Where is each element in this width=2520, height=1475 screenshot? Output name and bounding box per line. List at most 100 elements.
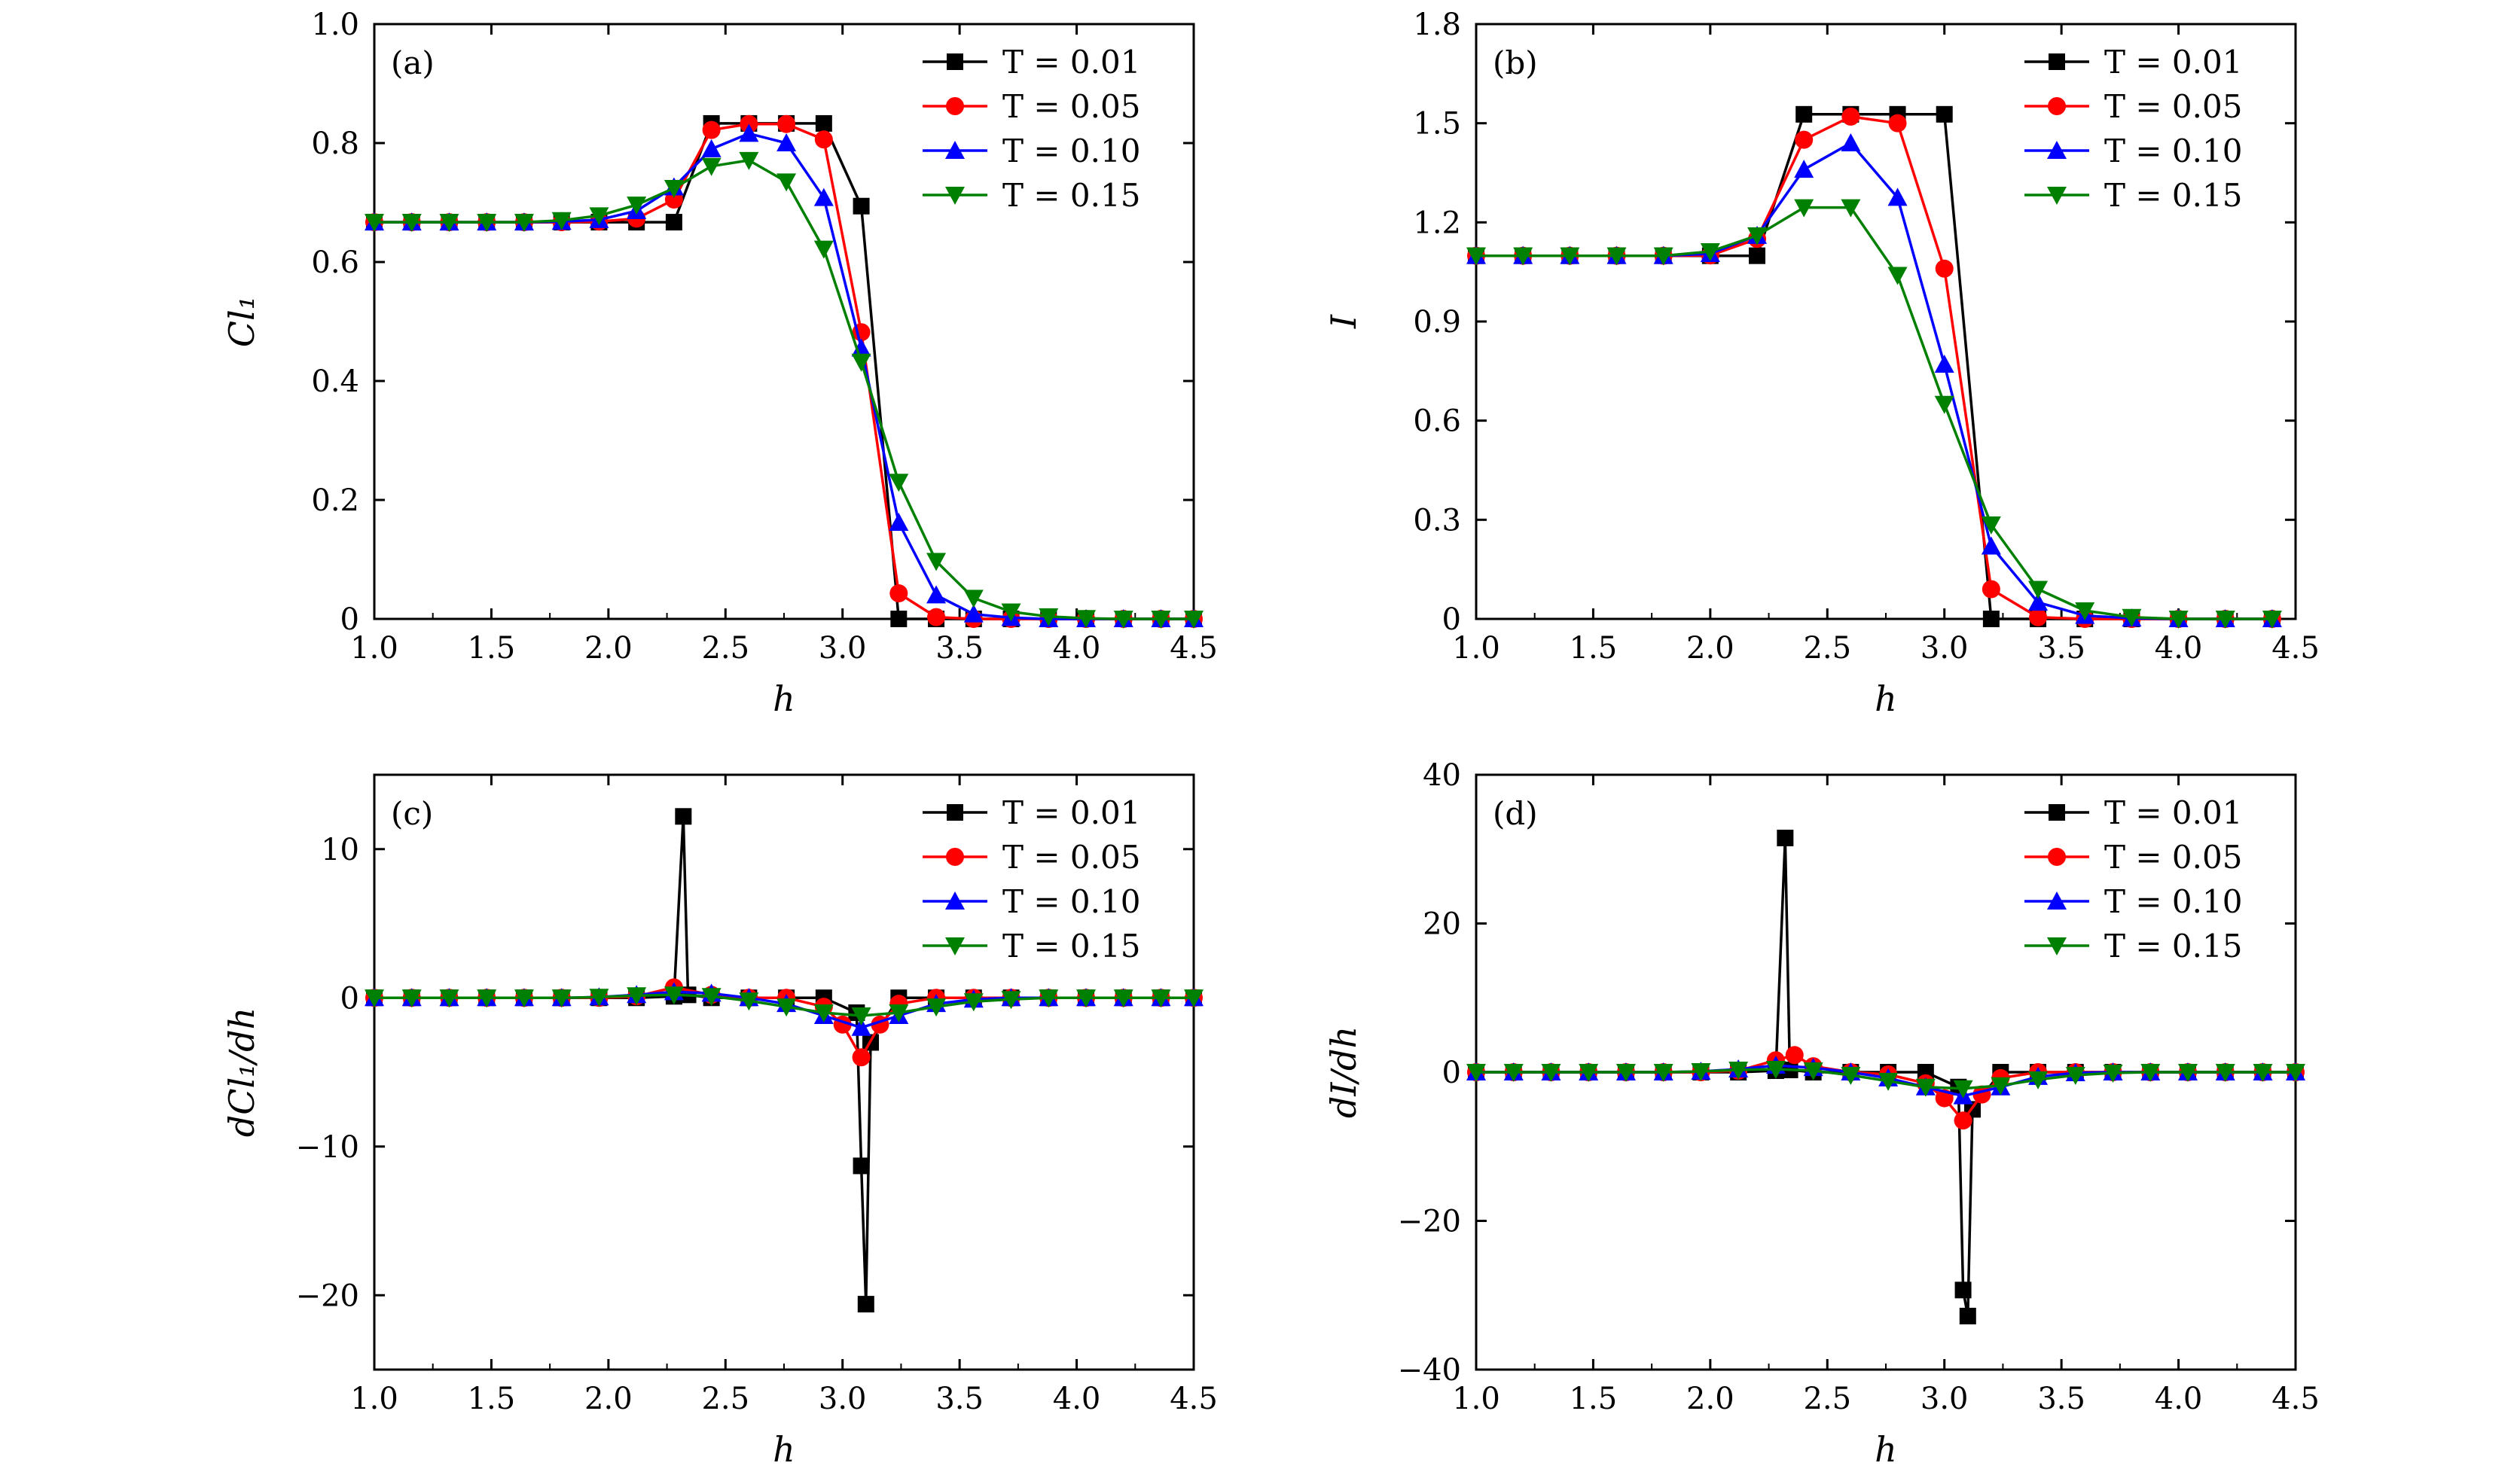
data-point <box>2286 1064 2305 1082</box>
data-point <box>1001 603 1021 622</box>
data-point <box>926 998 947 1017</box>
data-point <box>813 1004 834 1022</box>
panel-label: (a) <box>391 44 435 81</box>
data-point <box>701 988 722 1007</box>
x-tick-label: 2.5 <box>701 631 749 666</box>
panel-d: 1.0 1.5 2.0 2.5 3.0 3.5 4.0 4.5 −40 −20 0 20 40 h dI/d… <box>1323 758 2320 1470</box>
data-point <box>1113 611 1133 629</box>
y-tick-label: −10 <box>296 1130 359 1165</box>
series-4 <box>1466 199 2282 629</box>
x-tick-label: 1.0 <box>350 1382 398 1416</box>
data-point <box>477 989 497 1008</box>
x-tick-label: 1.0 <box>350 631 398 666</box>
x-tick-label: 3.5 <box>935 631 984 666</box>
data-point <box>675 808 692 825</box>
panel-a: 1.0 1.5 2.0 2.5 3.0 3.5 4.0 4.5 0 0.2 0.4 0.6 0.8 1.0… <box>221 8 1218 719</box>
data-point <box>853 197 870 215</box>
series-2 <box>1467 1046 2305 1130</box>
data-point <box>963 993 984 1012</box>
y-tick-label: 10 <box>321 833 359 867</box>
data-point <box>926 553 947 571</box>
data-point <box>1803 1062 1823 1081</box>
x-tick-label: 1.0 <box>1452 631 1500 666</box>
data-point <box>401 989 422 1008</box>
data-point <box>2215 1064 2235 1082</box>
x-tick-label: 2.0 <box>1686 1382 1734 1416</box>
panel-b: 1.0 1.5 2.0 2.5 3.0 3.5 4.0 4.5 0 0.3 0.6 0.9 1.2 1.5… <box>1323 8 2320 719</box>
data-point <box>1503 1064 1524 1082</box>
data-point <box>739 151 759 170</box>
data-point <box>2029 608 2048 626</box>
legend-marker <box>945 937 965 955</box>
panel-label: (b) <box>1493 44 1538 81</box>
y-tick-label: 1.8 <box>1413 8 1461 42</box>
data-point <box>1887 267 1908 285</box>
data-point <box>664 180 684 199</box>
series-line <box>374 159 1194 620</box>
data-point <box>889 474 909 492</box>
data-point <box>814 130 833 149</box>
legend-marker <box>946 848 964 866</box>
data-point <box>1466 247 1486 266</box>
data-point <box>514 214 534 233</box>
data-point <box>701 139 722 157</box>
data-point <box>853 1157 870 1175</box>
data-point <box>477 214 497 233</box>
data-point <box>1606 247 1627 266</box>
data-point <box>1785 1046 1804 1065</box>
x-axis-title: h <box>1875 678 1897 719</box>
x-tick-label: 2.5 <box>1803 631 1851 666</box>
legend-marker <box>946 97 964 115</box>
legend-label: T = 0.15 <box>2104 177 2242 214</box>
data-point <box>1982 580 2000 599</box>
data-point <box>1959 1307 1976 1324</box>
data-point <box>627 197 647 215</box>
data-point <box>1841 107 1860 126</box>
legend-label: T = 0.01 <box>2104 44 2242 81</box>
data-point <box>2103 1064 2123 1083</box>
x-tick-label: 2.0 <box>1686 631 1734 666</box>
data-point <box>665 214 682 231</box>
data-point <box>776 173 797 192</box>
data-point <box>365 214 384 233</box>
x-tick-label: 2.0 <box>584 631 633 666</box>
legend-marker <box>945 141 965 159</box>
y-tick-label: −20 <box>296 1278 359 1313</box>
x-axis-title: h <box>1875 1429 1897 1470</box>
data-point <box>1953 1080 1973 1099</box>
panel-label: (d) <box>1493 795 1538 832</box>
legend-marker <box>2047 141 2067 159</box>
data-point <box>857 1296 874 1313</box>
data-point <box>1935 259 1954 278</box>
y-tick-label: 0.8 <box>311 126 359 161</box>
x-tick-label: 4.0 <box>2155 631 2203 666</box>
x-tick-label: 4.0 <box>1053 631 1101 666</box>
data-point <box>1151 989 1171 1008</box>
data-point <box>1841 1066 1861 1085</box>
data-point <box>551 212 572 230</box>
data-point <box>1039 989 1059 1008</box>
data-point <box>1184 989 1204 1008</box>
data-point <box>664 986 684 1005</box>
data-point <box>2178 1064 2198 1082</box>
data-point <box>439 989 459 1008</box>
data-point <box>1991 1077 2011 1096</box>
data-point <box>2075 602 2095 621</box>
legend-label: T = 0.10 <box>1002 133 1140 169</box>
legend-marker <box>2047 937 2067 955</box>
x-tick-label: 3.0 <box>1921 1382 1969 1416</box>
y-tick-label: 0 <box>1442 602 1461 637</box>
data-point <box>739 992 759 1011</box>
x-tick-label: 4.5 <box>1170 1382 1218 1416</box>
data-point <box>1795 130 1814 149</box>
data-point <box>776 998 797 1017</box>
x-tick-label: 2.5 <box>701 1382 749 1416</box>
x-tick-label: 3.0 <box>819 1382 867 1416</box>
data-point <box>589 207 609 226</box>
data-point <box>1934 355 1954 373</box>
series-line <box>1476 142 2272 620</box>
data-point <box>889 584 908 603</box>
y-tick-label: 0.6 <box>1413 404 1461 439</box>
data-point <box>1777 829 1794 846</box>
y-tick-label: 1.0 <box>311 8 359 42</box>
